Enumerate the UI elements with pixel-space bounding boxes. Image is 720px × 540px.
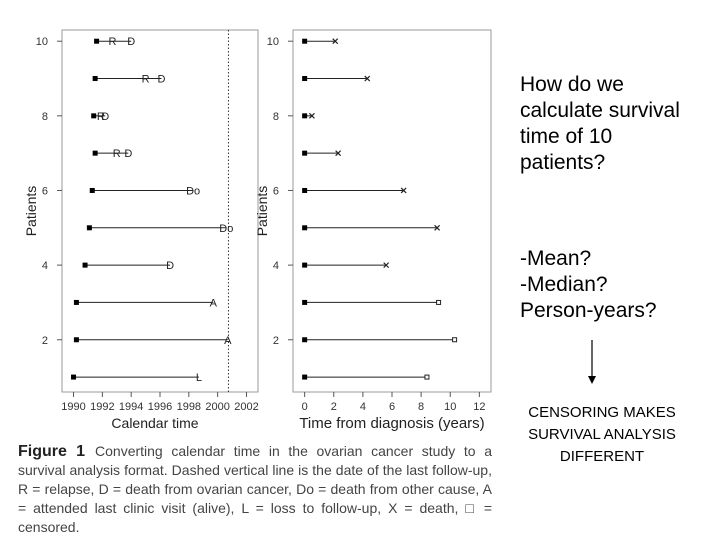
question: How do we calculate survival time of 10 … <box>520 73 680 174</box>
x-tick-label: 10 <box>444 401 456 413</box>
y-tick-label: 10 <box>267 36 279 48</box>
relapse-label: R <box>113 148 121 160</box>
figure-caption: Figure 1 Converting calendar time in the … <box>18 442 492 537</box>
censored-marker <box>436 299 442 305</box>
x-tick-label: 12 <box>473 401 485 413</box>
x-tick-label: 1998 <box>177 401 201 413</box>
x-axis-label: Calendar time <box>111 415 198 431</box>
death-marker <box>434 224 441 231</box>
y-tick-label: 10 <box>36 36 48 48</box>
death-marker <box>309 112 315 119</box>
start-marker <box>302 187 308 193</box>
y-tick-label: 8 <box>42 111 48 123</box>
y-tick-label: 8 <box>273 111 279 123</box>
start-marker <box>94 38 100 44</box>
x-tick-label: 2002 <box>234 401 258 413</box>
start-marker <box>91 113 97 119</box>
option: Person-years? <box>520 299 657 322</box>
death-marker <box>364 75 371 82</box>
end-label: A <box>210 297 218 309</box>
option: -Mean? <box>520 247 592 270</box>
start-marker <box>73 299 79 305</box>
start-marker <box>92 76 98 82</box>
end-label: Do <box>186 185 200 197</box>
y-tick-label: 2 <box>273 335 279 347</box>
plot-frame <box>292 29 492 393</box>
y-tick-label: 2 <box>42 335 48 347</box>
censored-marker <box>452 337 458 343</box>
relapse-label: R <box>108 36 116 48</box>
death-marker <box>383 262 390 269</box>
y-axis-label: Patients <box>23 186 39 237</box>
x-tick-label: 8 <box>418 401 424 413</box>
end-label: Do <box>219 223 233 235</box>
start-marker <box>73 337 79 343</box>
start-marker <box>302 38 308 44</box>
start-marker <box>302 262 308 268</box>
y-tick-label: 6 <box>273 185 279 197</box>
option: -Median? <box>520 273 608 296</box>
arrow-head <box>588 376 596 384</box>
relapse-label: R <box>142 74 150 86</box>
y-tick-label: 4 <box>273 260 279 272</box>
caption-label: Figure 1 <box>18 443 86 460</box>
end-label: L <box>196 372 202 384</box>
start-marker <box>92 150 98 156</box>
end-label: D <box>157 74 165 86</box>
x-tick-label: 1990 <box>61 401 85 413</box>
conclusion: CENSORING MAKES SURVIVAL ANALYSIS DIFFER… <box>528 404 676 465</box>
death-marker <box>332 38 339 45</box>
x-tick-label: 1996 <box>148 401 172 413</box>
y-tick-label: 4 <box>42 260 48 272</box>
censored-marker <box>424 374 430 380</box>
start-marker <box>302 299 308 305</box>
end-label: D <box>124 148 132 160</box>
y-tick-label: 6 <box>42 185 48 197</box>
x-tick-label: 2 <box>331 401 337 413</box>
start-marker <box>302 76 308 82</box>
end-label: D <box>127 36 135 48</box>
x-tick-label: 6 <box>389 401 395 413</box>
start-marker <box>302 113 308 119</box>
x-tick-label: 1994 <box>119 401 143 413</box>
caption-text: Converting calendar time in the ovarian … <box>18 443 493 535</box>
x-tick-label: 1992 <box>90 401 114 413</box>
end-label: D <box>166 260 174 272</box>
x-tick-label: 0 <box>302 401 308 413</box>
start-marker <box>82 262 88 268</box>
end-label: A <box>224 335 232 347</box>
x-tick-label: 4 <box>360 401 366 413</box>
death-marker <box>335 150 342 157</box>
relapse-label: R <box>97 111 105 123</box>
options: -Mean? -Median? Person-years? <box>520 246 710 324</box>
start-marker <box>89 187 95 193</box>
start-marker <box>302 374 308 380</box>
start-marker <box>302 337 308 343</box>
start-marker <box>302 150 308 156</box>
start-marker <box>302 225 308 231</box>
end-label: D <box>101 111 109 123</box>
x-axis-label: Time from diagnosis (years) <box>299 415 484 432</box>
death-marker <box>400 187 407 194</box>
start-marker <box>71 374 77 380</box>
start-marker <box>86 225 92 231</box>
y-axis-label: Patients <box>254 186 270 237</box>
x-tick-label: 2000 <box>205 401 229 413</box>
figure: 1990 1992 1994 1996 1998 2000 2002 2 4 6 8 10 Calend… <box>23 29 492 432</box>
